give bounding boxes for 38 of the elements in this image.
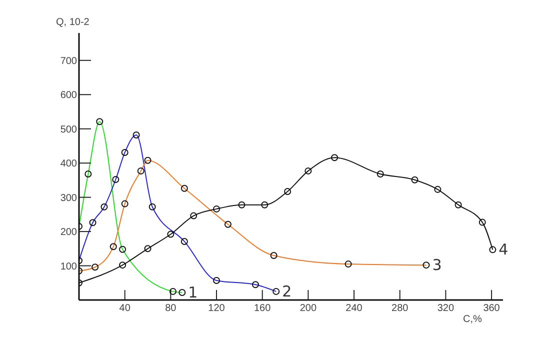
- y-tick-label: 300: [60, 192, 78, 204]
- y-tick-label: 700: [60, 56, 78, 67]
- point: [304, 167, 312, 174]
- x-axis-title: C,%: [463, 314, 482, 325]
- y-tick-label: 200: [60, 227, 78, 238]
- point: [478, 218, 486, 226]
- point: [119, 262, 126, 269]
- series-label: 3: [432, 256, 442, 274]
- point: [167, 230, 174, 238]
- x-tick-label: 160: [254, 303, 272, 314]
- y-tick-label: 600: [60, 90, 78, 102]
- x-tick-label: 320: [437, 303, 454, 314]
- point: [454, 201, 462, 208]
- y-tick-label: 500: [60, 124, 78, 136]
- x-tick-label: 240: [346, 303, 363, 314]
- y-axis-title: Q, 10-2: [56, 17, 90, 28]
- point: [331, 154, 338, 162]
- point: [489, 246, 496, 254]
- x-tick-label: 200: [300, 303, 317, 314]
- point: [144, 245, 152, 252]
- point: [261, 201, 268, 208]
- point: [434, 186, 442, 193]
- point: [411, 176, 418, 184]
- y-tick-label: 100: [60, 261, 78, 272]
- x-tick-label: 280: [392, 303, 409, 314]
- point: [284, 188, 292, 195]
- point: [190, 212, 198, 220]
- x-tick-label: 80: [165, 303, 177, 314]
- series-label: 2: [282, 282, 292, 300]
- series-label: 4: [498, 240, 508, 259]
- y-tick-label: 400: [60, 158, 78, 170]
- x-tick-label: 360: [483, 303, 500, 314]
- point: [376, 170, 384, 178]
- x-tick-label: 40: [119, 303, 131, 314]
- point: [213, 205, 220, 212]
- x-tick-label: 120: [208, 303, 226, 314]
- series-label: 1: [188, 283, 198, 302]
- point: [238, 201, 246, 208]
